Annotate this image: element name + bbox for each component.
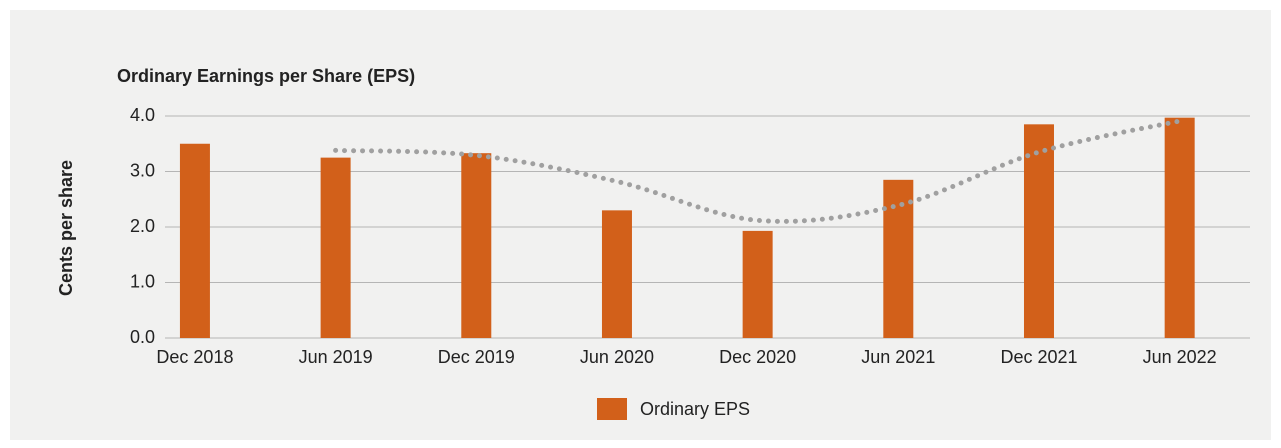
bar [320, 157, 351, 338]
bar [1023, 124, 1054, 338]
bar [461, 153, 492, 338]
y-tick-label: 1.0 [130, 271, 155, 291]
x-tick-label: Dec 2020 [719, 347, 796, 367]
x-tick-label: Jun 2020 [580, 347, 654, 367]
chart-title: Ordinary Earnings per Share (EPS) [117, 66, 415, 86]
legend-label: Ordinary EPS [640, 399, 750, 419]
bar [179, 143, 210, 338]
x-tick-label: Dec 2021 [1000, 347, 1077, 367]
y-axis-label: Cents per share [56, 160, 76, 296]
x-tick-label: Dec 2019 [438, 347, 515, 367]
bar [742, 230, 773, 338]
x-tick-label: Jun 2021 [861, 347, 935, 367]
x-tick-label: Dec 2018 [156, 347, 233, 367]
bar [601, 210, 632, 338]
legend-swatch [597, 398, 627, 420]
y-tick-label: 2.0 [130, 216, 155, 236]
panel [10, 10, 1271, 440]
x-tick-label: Jun 2022 [1143, 347, 1217, 367]
y-tick-label: 4.0 [130, 105, 155, 125]
y-tick-label: 0.0 [130, 327, 155, 347]
x-tick-label: Jun 2019 [299, 347, 373, 367]
y-tick-label: 3.0 [130, 160, 155, 180]
bar [1164, 117, 1195, 338]
bar [883, 179, 914, 338]
trend-line [333, 118, 1183, 224]
